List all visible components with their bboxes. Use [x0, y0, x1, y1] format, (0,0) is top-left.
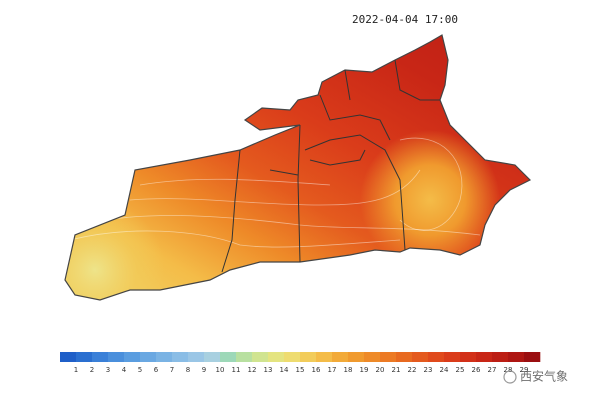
watermark-text: 西安气象: [520, 369, 568, 384]
color-cell: [124, 352, 141, 362]
legend-tick-label: 6: [154, 366, 159, 374]
color-cell: [412, 352, 429, 362]
legend-tick-label: 24: [440, 366, 449, 374]
legend-tick-label: 27: [488, 366, 497, 374]
color-cell: [428, 352, 445, 362]
watermark-icon: [503, 370, 517, 384]
legend-tick-label: 1: [74, 366, 78, 374]
legend-tick-label: 16: [312, 366, 321, 374]
color-cell: [444, 352, 461, 362]
legend-tick-label: 3: [106, 366, 110, 374]
color-cell: [396, 352, 413, 362]
color-cell: [300, 352, 317, 362]
legend-tick-label: 5: [138, 366, 142, 374]
color-cell: [220, 352, 237, 362]
legend-tick-label: 25: [456, 366, 465, 374]
color-cell: [76, 352, 93, 362]
color-cell: [460, 352, 477, 362]
color-cell: [348, 352, 365, 362]
color-cell: [172, 352, 189, 362]
county-boundaries: [64, 34, 531, 301]
color-cell: [60, 352, 77, 362]
color-cell: [380, 352, 397, 362]
legend-tick-label: 23: [424, 366, 433, 374]
legend-tick-label: 2: [90, 366, 94, 374]
legend-tick-label: 13: [264, 366, 273, 374]
color-cell: [140, 352, 157, 362]
legend-tick-label: 20: [376, 366, 385, 374]
color-cell: [204, 352, 221, 362]
legend-tick-label: 7: [170, 366, 174, 374]
legend-tick-label: 28: [504, 366, 513, 374]
legend-tick-label: 14: [280, 366, 289, 374]
legend-tick-label: 26: [472, 366, 481, 374]
color-cell: [316, 352, 333, 362]
legend-tick-label: 11: [232, 366, 241, 374]
color-cell: [92, 352, 109, 362]
color-cell: [252, 352, 269, 362]
color-cell: [332, 352, 349, 362]
color-cell: [236, 352, 253, 362]
legend-tick-label: 17: [328, 366, 337, 374]
legend-tick-label: 10: [216, 366, 225, 374]
color-cell: [492, 352, 509, 362]
color-cell: [508, 352, 525, 362]
legend-tick-label: 18: [344, 366, 353, 374]
legend-tick-label: 8: [186, 366, 190, 374]
color-cell: [108, 352, 125, 362]
color-cell: [268, 352, 285, 362]
color-cell: [524, 352, 541, 362]
legend-tick-label: 21: [392, 366, 401, 374]
color-cell: [156, 352, 173, 362]
legend-tick-label: 9: [202, 366, 206, 374]
legend-tick-label: 29: [520, 366, 529, 374]
color-cell: [188, 352, 205, 362]
timestamp: 2022-04-04 17:00: [352, 13, 458, 26]
legend-tick-label: 15: [296, 366, 305, 374]
color-cell: [476, 352, 493, 362]
legend-tick-label: 19: [360, 366, 369, 374]
color-cell: [364, 352, 381, 362]
temperature-field: [65, 35, 530, 300]
legend-tick-label: 12: [248, 366, 257, 374]
watermark: 西安气象: [503, 369, 568, 384]
legend-tick-label: 4: [122, 366, 127, 374]
color-cell: [284, 352, 301, 362]
legend-tick-label: 22: [408, 366, 417, 374]
